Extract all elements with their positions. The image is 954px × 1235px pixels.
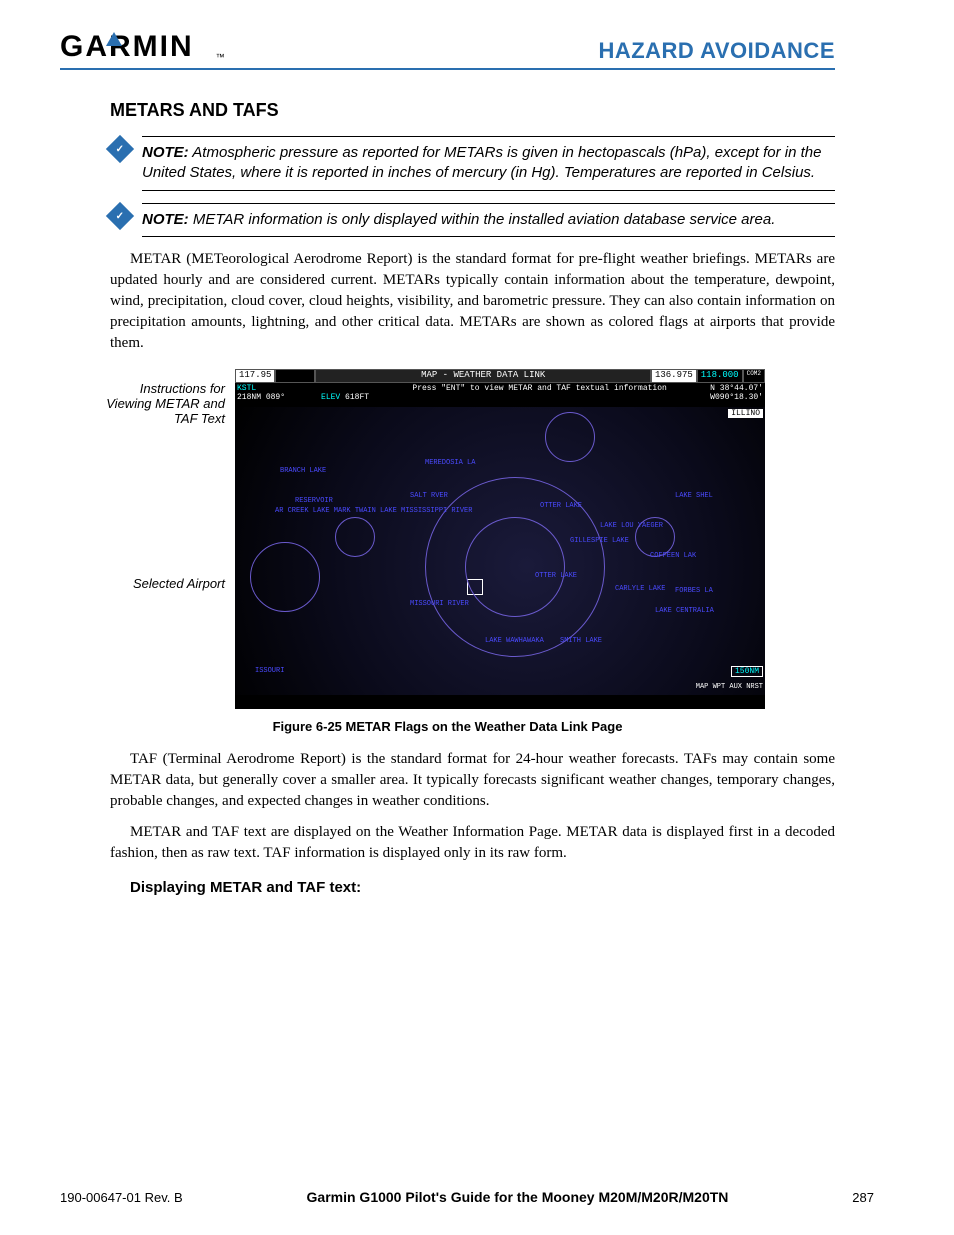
note-text: NOTE: METAR information is only displaye…: [142, 203, 835, 237]
map-nav-labels: MAP WPT AUX NRST: [696, 683, 763, 691]
lake-label: OTTER LAKE: [540, 502, 582, 510]
note-block: ✓ NOTE: Atmospheric pressure as reported…: [110, 136, 835, 191]
info-lat: N 38°44.07': [710, 384, 763, 393]
lake-label: SMITH LAKE: [560, 637, 602, 645]
logo-text: GARMIN: [60, 30, 194, 64]
page-header: GARMIN ™ HAZARD AVOIDANCE: [60, 30, 835, 70]
figure-caption: Figure 6-25 METAR Flags on the Weather D…: [60, 719, 835, 734]
info-ident: KSTL: [237, 384, 256, 393]
map-airspace-circle: [335, 517, 375, 557]
info-distance: 218NM: [237, 393, 261, 402]
com2-label: COM2: [743, 369, 765, 383]
com-frequency-2: 118.000: [697, 369, 743, 383]
note-text: NOTE: Atmospheric pressure as reported f…: [142, 136, 835, 191]
garmin-logo: GARMIN ™: [60, 30, 223, 64]
lake-label: MEREDOSIA LA: [425, 459, 475, 467]
map-airspace-circle: [465, 517, 565, 617]
lake-label: BRANCH LAKE: [280, 467, 326, 475]
note-block: ✓ NOTE: METAR information is only displa…: [110, 203, 835, 237]
elev-value: 618FT: [345, 393, 369, 402]
lake-label: FORBES LA: [675, 587, 713, 595]
info-bearing: 089°: [266, 393, 285, 402]
map-area: ILLINO 150NM MAP WPT AUX NRST MEREDOSIA …: [235, 407, 765, 695]
logo-trademark: ™: [216, 52, 225, 62]
chapter-title: HAZARD AVOIDANCE: [598, 38, 835, 64]
com-frequency-1: 136.975: [651, 369, 697, 383]
mfd-page-title: MAP - WEATHER DATA LINK: [315, 369, 651, 383]
note-icon: ✓: [106, 201, 134, 229]
mfd-topbar: 117.95 MAP - WEATHER DATA LINK 136.975 1…: [235, 369, 765, 383]
lake-label: OTTER LAKE: [535, 572, 577, 580]
body-paragraph-2: TAF (Terminal Aerodrome Report) is the s…: [110, 749, 835, 812]
lake-label: MISSOURI RIVER: [410, 600, 469, 608]
figure-callout-1: Instructions for Viewing METAR and TAF T…: [100, 381, 225, 426]
map-airspace-circle: [250, 542, 320, 612]
body-paragraph-1: METAR (METeorological Aerodrome Report) …: [110, 249, 835, 354]
footer-title: Garmin G1000 Pilot's Guide for the Moone…: [307, 1189, 729, 1205]
info-lon: W090°18.30': [710, 393, 763, 402]
map-airspace-circle: [545, 412, 595, 462]
state-label: ILLINO: [728, 409, 763, 418]
figure-callout-2: Selected Airport: [100, 576, 225, 591]
lake-label: COFFEEN LAK: [650, 552, 696, 560]
info-hint: Press "ENT" to view METAR and TAF textua…: [412, 384, 666, 406]
mfd-screenshot: 117.95 MAP - WEATHER DATA LINK 136.975 1…: [235, 369, 765, 709]
nav-frequency: 117.95: [235, 369, 275, 383]
lake-label: AR CREEK LAKE MARK TWAIN LAKE MISSISSIPP…: [275, 507, 472, 515]
body-paragraph-3: METAR and TAF text are displayed on the …: [110, 822, 835, 864]
range-box: 150NM: [731, 666, 763, 677]
lake-label: SALT RVER: [410, 492, 448, 500]
page-footer: 190-00647-01 Rev. B Garmin G1000 Pilot's…: [60, 1189, 874, 1205]
procedure-heading: Displaying METAR and TAF text:: [130, 879, 835, 896]
lake-label: LAKE CENTRALIA: [655, 607, 714, 615]
section-heading: METARS AND TAFS: [110, 100, 835, 121]
lake-label: LAKE SHEL: [675, 492, 713, 500]
lake-label: ISSOURI: [255, 667, 284, 675]
mfd-softkeys: [235, 695, 765, 709]
lake-label: RESERVOIR: [295, 497, 333, 505]
lake-label: LAKE LOU YAEGER: [600, 522, 663, 530]
lake-label: CARLYLE LAKE: [615, 585, 665, 593]
logo-triangle-icon: [106, 32, 122, 46]
lake-label: GILLESPIE LAKE: [570, 537, 629, 545]
footer-doc-id: 190-00647-01 Rev. B: [60, 1190, 183, 1205]
figure-block: Instructions for Viewing METAR and TAF T…: [100, 369, 835, 709]
lake-label: LAKE WAWHAWAKA: [485, 637, 544, 645]
elev-label: ELEV: [321, 393, 340, 402]
note-icon: ✓: [106, 135, 134, 163]
mfd-infobar: KSTL 218NM 089° ELEV 618FT Press "ENT" t…: [235, 383, 765, 407]
footer-page-number: 287: [852, 1190, 874, 1205]
